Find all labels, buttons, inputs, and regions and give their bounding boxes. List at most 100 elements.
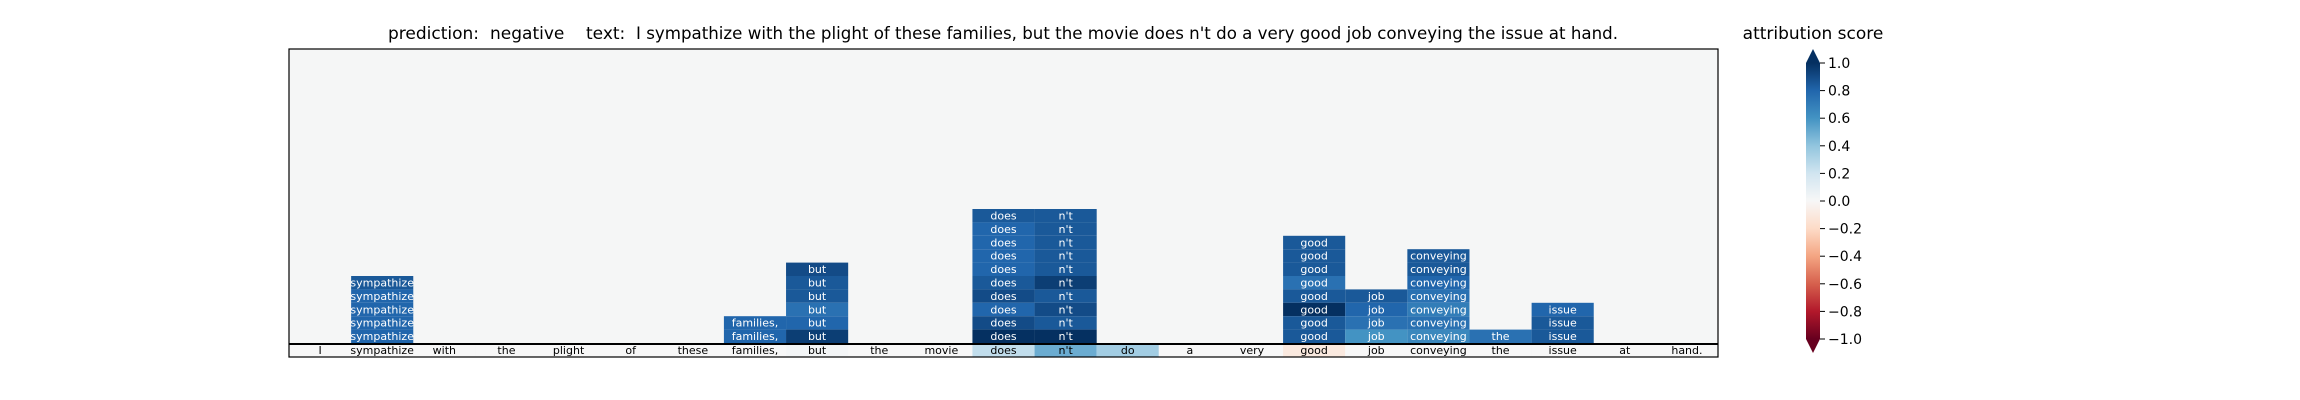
title-text-label: text: bbox=[586, 24, 625, 44]
token-label: I bbox=[318, 344, 321, 357]
attribution-cell bbox=[1407, 249, 1470, 263]
attribution-cell-label: but bbox=[808, 263, 827, 276]
attribution-cell-label: good bbox=[1300, 290, 1327, 303]
attribution-cell-label: job bbox=[1367, 317, 1385, 330]
attribution-cell bbox=[1034, 222, 1097, 236]
attribution-cell bbox=[972, 316, 1035, 330]
token-cell bbox=[289, 344, 352, 357]
attribution-cell bbox=[972, 222, 1035, 236]
attribution-cell-label: n't bbox=[1058, 330, 1073, 343]
token-cell bbox=[1593, 344, 1656, 357]
attribution-cell bbox=[351, 302, 414, 317]
title-prediction-value: negative bbox=[490, 24, 564, 44]
attribution-cell-label: job bbox=[1367, 290, 1385, 303]
colorbar-tick-label: 0.2 bbox=[1828, 166, 1850, 182]
attribution-cell bbox=[972, 289, 1035, 303]
attribution-cell bbox=[723, 316, 787, 330]
attribution-cell-label: does bbox=[990, 263, 1016, 276]
attribution-cell-label: n't bbox=[1058, 263, 1073, 276]
attribution-cell-label: but bbox=[808, 290, 827, 303]
attribution-cell-label: n't bbox=[1058, 210, 1073, 223]
token-label: at bbox=[1619, 344, 1631, 357]
attribution-cell-label: n't bbox=[1058, 277, 1073, 290]
attribution-cell bbox=[1407, 329, 1470, 343]
attribution-cell-label: job bbox=[1367, 330, 1385, 343]
attribution-cell-label: conveying bbox=[1410, 277, 1467, 290]
attribution-cell bbox=[1407, 302, 1470, 317]
token-cell bbox=[661, 344, 724, 357]
attribution-cell bbox=[972, 235, 1035, 250]
heatmap-cells: sympathizesympathizesympathizesympathize… bbox=[350, 209, 1594, 343]
token-label: movie bbox=[924, 344, 958, 357]
token-label: the bbox=[1492, 344, 1510, 357]
attribution-cell-label: n't bbox=[1058, 223, 1073, 236]
colorbar-tick-label: 0.0 bbox=[1828, 194, 1850, 210]
colorbar-tick-label: −1.0 bbox=[1828, 332, 1862, 348]
attribution-cell bbox=[1283, 249, 1346, 263]
attribution-cell bbox=[1034, 262, 1097, 276]
attribution-cell bbox=[1283, 329, 1346, 343]
attribution-cell bbox=[1407, 289, 1470, 303]
title-prediction-label: prediction: bbox=[388, 24, 479, 44]
attribution-cell bbox=[1345, 329, 1408, 343]
token-cell bbox=[848, 344, 911, 357]
attribution-cell bbox=[723, 329, 787, 343]
attribution-cell bbox=[786, 329, 849, 343]
attribution-cell-label: sympathize bbox=[350, 303, 414, 316]
attribution-cell bbox=[1283, 276, 1346, 290]
attribution-cell bbox=[1034, 316, 1097, 330]
attribution-cell-label: sympathize bbox=[350, 317, 414, 330]
token-cell bbox=[1345, 344, 1408, 357]
heatmap-frame bbox=[288, 48, 1719, 358]
attribution-cell bbox=[972, 262, 1035, 276]
attribution-cell-label: families, bbox=[732, 330, 779, 343]
token-cell bbox=[972, 344, 1035, 357]
attribution-cell-label: conveying bbox=[1410, 290, 1467, 303]
attribution-cell bbox=[1531, 316, 1594, 330]
attribution-cell bbox=[1531, 302, 1594, 317]
attribution-cell bbox=[972, 276, 1035, 290]
attribution-cell-label: the bbox=[1492, 330, 1510, 343]
token-label: sympathize bbox=[350, 344, 414, 357]
token-label: with bbox=[433, 344, 456, 357]
attribution-cell-label: issue bbox=[1549, 303, 1577, 316]
attribution-cell-label: does bbox=[990, 290, 1016, 303]
token-label: but bbox=[808, 344, 827, 357]
attribution-cell-label: does bbox=[990, 236, 1016, 249]
attribution-cell-label: good bbox=[1300, 330, 1327, 343]
attribution-cell-label: but bbox=[808, 303, 827, 316]
attribution-cell-label: good bbox=[1300, 250, 1327, 263]
attribution-cell-label: good bbox=[1300, 303, 1327, 316]
token-label: of bbox=[625, 344, 637, 357]
attribution-cell bbox=[1034, 289, 1097, 303]
attribution-cell bbox=[1345, 302, 1408, 317]
title-text-value: I sympathize with the plight of these fa… bbox=[636, 24, 1618, 44]
token-cell bbox=[1158, 344, 1221, 357]
colorbar-min-extension bbox=[1806, 339, 1820, 353]
token-cell bbox=[1220, 344, 1284, 357]
attribution-cell-label: job bbox=[1367, 303, 1385, 316]
token-cell bbox=[1407, 344, 1470, 357]
token-label: n't bbox=[1058, 344, 1073, 357]
attribution-cell bbox=[1034, 302, 1097, 317]
attribution-cell-label: but bbox=[808, 330, 827, 343]
token-cell bbox=[599, 344, 662, 357]
attribution-cell-label: good bbox=[1300, 236, 1327, 249]
token-label: do bbox=[1121, 344, 1135, 357]
attribution-cell-label: does bbox=[990, 210, 1016, 223]
attribution-cell-label: does bbox=[990, 250, 1016, 263]
attribution-cell bbox=[1034, 276, 1097, 290]
colorbar-max-extension bbox=[1806, 49, 1820, 63]
attribution-cell-label: conveying bbox=[1410, 250, 1467, 263]
token-label: families, bbox=[732, 344, 779, 357]
attribution-cell-label: does bbox=[990, 330, 1016, 343]
token-cell bbox=[537, 344, 600, 357]
attribution-cell-label: conveying bbox=[1410, 330, 1467, 343]
colorbar-tick-label: 1.0 bbox=[1828, 56, 1850, 72]
attribution-cell-label: does bbox=[990, 223, 1016, 236]
attribution-cell-label: n't bbox=[1058, 236, 1073, 249]
attribution-cell bbox=[972, 209, 1035, 223]
token-cell bbox=[1469, 344, 1532, 357]
token-cell bbox=[1034, 344, 1097, 357]
